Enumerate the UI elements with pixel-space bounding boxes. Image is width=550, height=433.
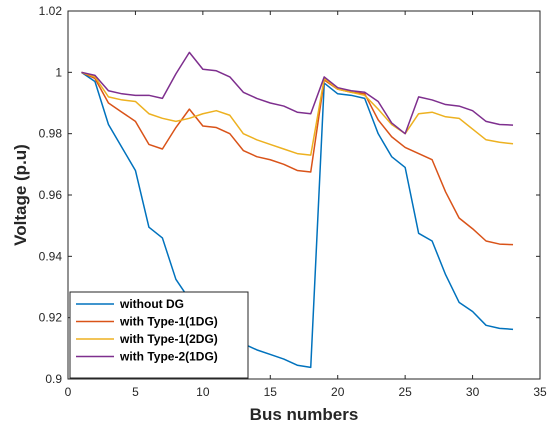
series-line-4 [81, 51, 514, 135]
y-tick-label: 0.96 [39, 188, 63, 202]
y-tick-label: 1 [55, 65, 62, 79]
legend-label: with Type-1(2DG) [119, 332, 218, 346]
x-tick-label: 5 [132, 385, 139, 399]
x-tick-label: 35 [533, 385, 547, 399]
series-line-1 [81, 71, 514, 369]
y-tick-label: 0.92 [39, 311, 63, 325]
legend-box [69, 291, 249, 379]
x-axis-title: Bus numbers [250, 405, 359, 424]
y-axis: 0.9 0.92 0.94 0.96 0.98 1 1.02 [39, 4, 540, 386]
x-tick-label: 15 [264, 385, 278, 399]
x-tick-label: 20 [331, 385, 345, 399]
y-tick-label: 0.98 [39, 127, 63, 141]
y-tick-label: 0.94 [39, 249, 63, 263]
x-tick-label: 10 [196, 385, 210, 399]
y-tick-label: 0.9 [45, 372, 62, 386]
series-line-3 [81, 71, 514, 156]
series-line-2 [81, 71, 514, 246]
legend: without DG with Type-1(1DG) with Type-1(2D… [69, 291, 249, 379]
x-tick-label: 0 [65, 385, 72, 399]
y-axis-title: Voltage (p.u) [11, 144, 30, 246]
y-tick-label: 1.02 [39, 4, 63, 18]
x-tick-label: 30 [466, 385, 480, 399]
legend-label: with Type-1(1DG) [119, 315, 218, 329]
x-axis: 0 5 10 15 20 25 30 35 [65, 11, 547, 399]
legend-label: without DG [119, 297, 184, 311]
plot-lines [81, 51, 514, 369]
legend-label: with Type-2(1DG) [119, 350, 218, 364]
x-tick-label: 25 [398, 385, 412, 399]
